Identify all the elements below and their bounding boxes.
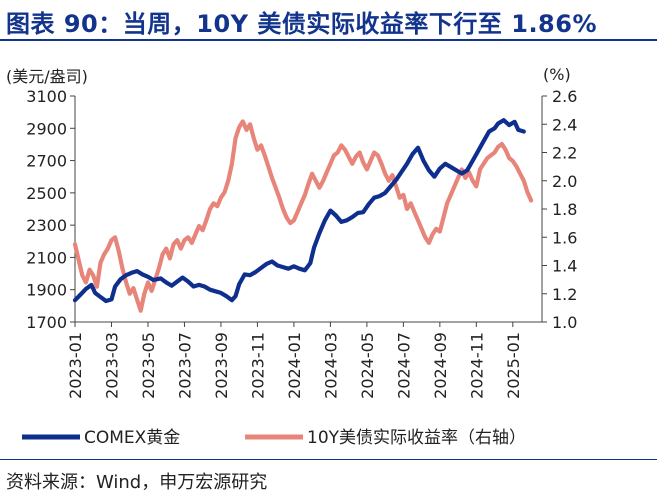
legend-item-comex-gold: COMEX黄金 xyxy=(22,428,180,448)
y-tick-label-right: 1.2 xyxy=(552,285,577,304)
x-tick-label: 2023-05 xyxy=(139,332,158,399)
legend-item-10y-real-yield: 10Y美债实际收益率（右轴） xyxy=(245,428,526,448)
y-tick-label-right: 2.0 xyxy=(552,172,577,191)
x-tick-label: 2024-09 xyxy=(431,332,450,399)
y-tick-label-left: 3100 xyxy=(26,87,67,106)
series-layer xyxy=(72,118,534,313)
series-line-10y-real-yield xyxy=(72,119,534,313)
x-tick-label: 2023-03 xyxy=(102,332,121,399)
y-tick-label-right: 1.4 xyxy=(552,257,577,276)
y-tick-label-right: 2.6 xyxy=(552,87,577,106)
x-tick-label: 2023-11 xyxy=(248,332,267,399)
series-line-comex-gold xyxy=(72,118,526,304)
x-tick-label: 2024-05 xyxy=(358,332,377,399)
x-tick-label: 2023-01 xyxy=(66,332,85,399)
y-tick-label-left: 2300 xyxy=(26,216,67,235)
legend-label: COMEX黄金 xyxy=(84,428,180,448)
chart-title: 图表 90：当周，10Y 美债实际收益率下行至 1.86% xyxy=(6,10,598,38)
y-tick-label-right: 1.8 xyxy=(552,200,577,219)
y-tick-label-right: 1.6 xyxy=(552,228,577,247)
x-tick-label: 2023-07 xyxy=(175,332,194,399)
x-tick-label: 2025-01 xyxy=(504,332,523,399)
axes-layer: 3100 2900 2700 2500 2300 2100 1900 1700 2.6 2.4 2.… xyxy=(6,65,577,399)
y-tick-label-right: 2.2 xyxy=(552,144,577,163)
source-note: 资料来源：Wind，申万宏源研究 xyxy=(6,472,268,493)
y-tick-label-left: 2100 xyxy=(26,248,67,267)
y-axis-left-label: (美元/盎司) xyxy=(6,67,88,86)
title-rule xyxy=(0,39,657,41)
x-tick-label: 2024-07 xyxy=(394,332,413,399)
y-tick-label-right: 2.4 xyxy=(552,115,577,134)
y-tick-label-left: 1700 xyxy=(26,313,67,332)
x-tick-label: 2024-11 xyxy=(467,332,486,399)
y-tick-label-left: 2500 xyxy=(26,184,67,203)
footer-rule xyxy=(0,459,657,460)
x-tick-label: 2024-01 xyxy=(285,332,304,399)
legend-layer: COMEX黄金 10Y美债实际收益率（右轴） xyxy=(22,428,526,448)
y-axis-right-label: (%) xyxy=(543,65,571,84)
y-tick-label-left: 1900 xyxy=(26,281,67,300)
x-tick-label: 2024-03 xyxy=(321,332,340,399)
x-tick-label: 2023-09 xyxy=(212,332,231,399)
y-tick-label-left: 2700 xyxy=(26,152,67,171)
y-tick-label-right: 1.0 xyxy=(552,313,577,332)
y-tick-label-left: 2900 xyxy=(26,119,67,138)
legend-label: 10Y美债实际收益率（右轴） xyxy=(307,428,526,448)
